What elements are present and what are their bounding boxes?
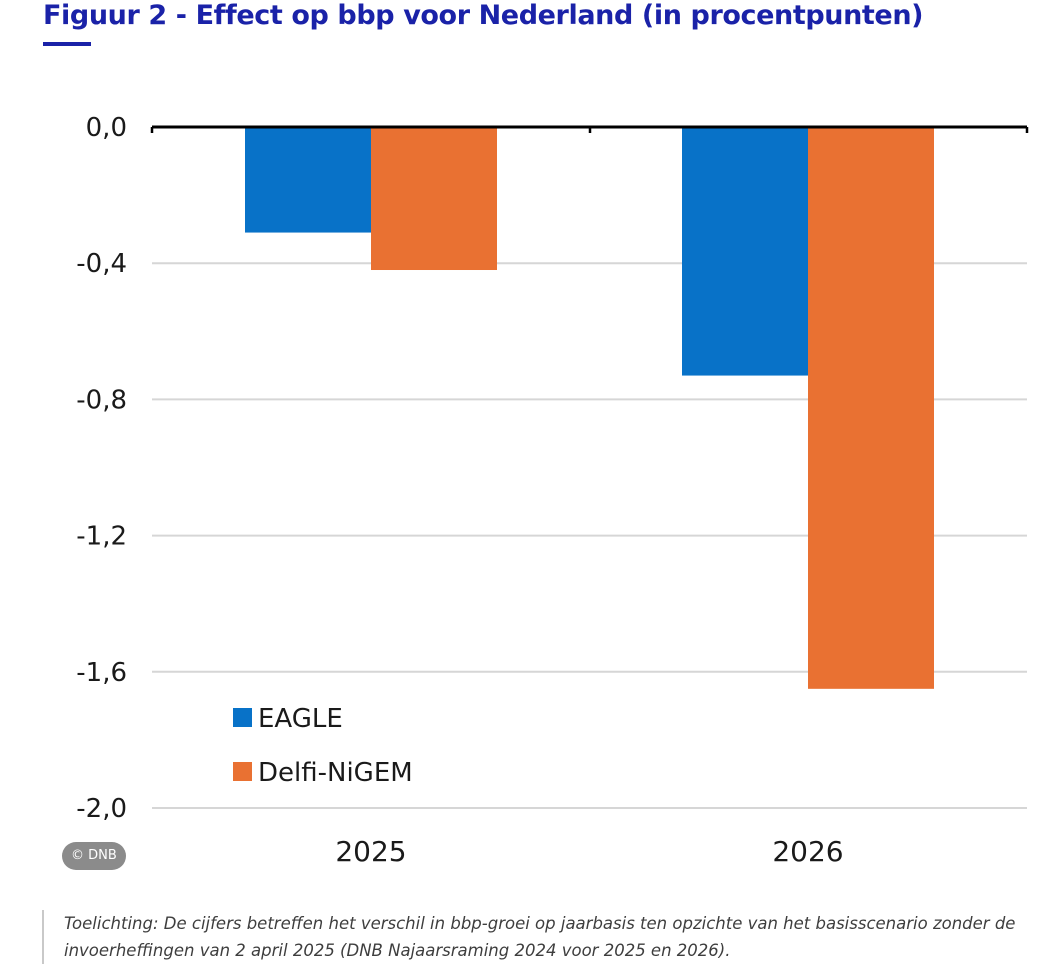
caption-text: Toelichting: De cijfers betreffen het ve…	[64, 914, 1016, 960]
bar-chart: 0,0 -0,4 -0,8 -1,2 -1,6 -2,0 2025 2026 EAGLE De…	[76, 113, 1029, 868]
axis	[150, 125, 1029, 133]
y-tick-label: -2,0	[76, 794, 127, 824]
x-tick-label: 2025	[335, 835, 406, 868]
bar-delfi-nigem-2025	[371, 127, 497, 271]
title-underline	[43, 42, 91, 46]
bar-eagle-2025	[245, 127, 371, 233]
y-tick-label: -1,2	[76, 522, 127, 552]
y-tick-label: -0,8	[76, 385, 127, 415]
figure-title: Figuur 2 - Effect op bbp voor Nederland …	[43, 0, 924, 31]
legend: EAGLE Delfi-NiGEM	[233, 704, 413, 788]
caption: Toelichting: De cijfers betreffen het ve…	[42, 910, 1032, 964]
copyright-badge: © DNB	[62, 842, 126, 870]
y-tick-label: -0,4	[76, 249, 127, 279]
y-tick-labels: 0,0 -0,4 -0,8 -1,2 -1,6 -2,0	[76, 113, 127, 824]
legend-swatch-eagle	[233, 708, 252, 727]
bars	[245, 127, 934, 689]
x-tick-labels: 2025 2026	[335, 835, 843, 868]
legend-label: EAGLE	[258, 704, 343, 734]
legend-label: Delfi-NiGEM	[258, 758, 413, 788]
bar-delfi-nigem-2026	[808, 127, 934, 689]
legend-swatch-delfi-nigem	[233, 762, 252, 781]
bar-eagle-2026	[682, 127, 808, 376]
y-tick-label: 0,0	[86, 113, 127, 143]
x-tick-label: 2026	[772, 835, 843, 868]
y-tick-label: -1,6	[76, 658, 127, 688]
